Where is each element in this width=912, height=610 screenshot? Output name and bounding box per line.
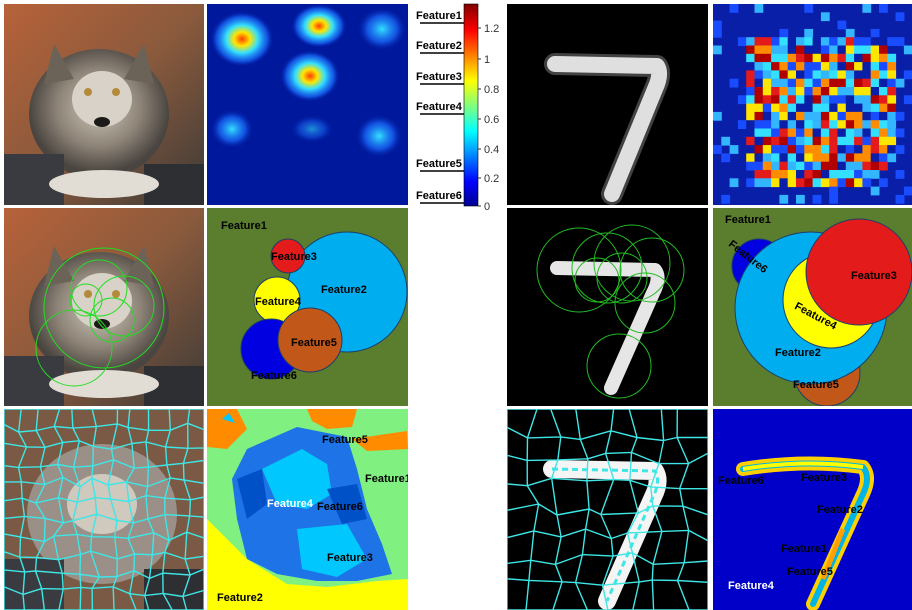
bubble-feature3 — [270, 238, 306, 274]
bubble-label: Feature5 — [793, 379, 839, 391]
feature-label: Feature1 — [416, 10, 462, 22]
digit-circles — [507, 208, 708, 406]
bubble-label: Feature3 — [851, 270, 897, 282]
feature-label: Feature2 — [416, 40, 462, 52]
colorbar-gradient — [463, 3, 479, 207]
digit-segmentation: Feature6 Feature3 Feature2 Feature1 Feat… — [713, 409, 912, 610]
bubble-label: Feature1 — [725, 214, 771, 226]
wolf-superpixels — [4, 409, 204, 610]
tick-label: 0.2 — [484, 173, 499, 185]
segment-label: Feature6 — [718, 475, 764, 487]
digit-heatmap — [713, 4, 912, 205]
tick-label: 1 — [484, 54, 490, 66]
colorbar-legend: 1.2 1 0.8 0.6 0.4 0.2 0 Feature1 Feature… — [412, 0, 502, 214]
feature-markers: Feature1 Feature2 Feature3 Feature4 Feat… — [416, 10, 464, 204]
segment-label: Feature5 — [787, 566, 833, 578]
wolf-circles — [4, 208, 204, 406]
segment-label: Feature3 — [801, 472, 847, 484]
tick-label: 0.6 — [484, 114, 499, 126]
feature-label: Feature3 — [416, 71, 462, 83]
wolf-photo — [4, 4, 204, 205]
segment-label: Feature2 — [217, 592, 263, 604]
bubble-feature3 — [805, 218, 912, 326]
segment-label: Feature2 — [817, 504, 863, 516]
colorbar-ticks: 1.2 1 0.8 0.6 0.4 0.2 0 — [478, 23, 499, 213]
tick-label: 0.8 — [484, 84, 499, 96]
wolf-heatmap — [207, 4, 408, 205]
tick-label: 0.4 — [484, 144, 499, 156]
digit-bubble-chart: Feature1 Feature6 Feature3 Feature4 Feat… — [713, 208, 912, 406]
digit-image — [507, 4, 708, 205]
bubble-label: Feature3 — [271, 251, 317, 263]
bubble-label: Feature2 — [775, 347, 821, 359]
bubble-label: Feature2 — [321, 284, 367, 296]
segment-label: Feature5 — [322, 434, 368, 446]
wolf-bubble-chart: Feature1 Feature2 Feature3 Feature4 Feat… — [207, 208, 408, 406]
feature-label: Feature4 — [416, 101, 463, 113]
bubble-label: Feature1 — [221, 220, 267, 232]
feature-label: Feature5 — [416, 158, 462, 170]
tick-label: 1.2 — [484, 23, 499, 35]
segment-label: Feature6 — [317, 501, 363, 513]
feature-label: Feature6 — [416, 190, 462, 202]
tick-label: 0 — [484, 201, 490, 213]
bubble-feature5 — [277, 307, 343, 373]
segment-label: Feature4 — [267, 498, 314, 510]
bubble-label: Feature4 — [255, 296, 302, 308]
wolf-segmentation: Feature5 Feature1 Feature4 Feature6 Feat… — [207, 409, 408, 610]
digit-superpixels — [507, 409, 708, 610]
segment-label: Feature1 — [781, 543, 827, 555]
segment-label: Feature3 — [327, 552, 373, 564]
segment-label: Feature1 — [365, 473, 408, 485]
segment-label: Feature4 — [728, 580, 775, 592]
bubble-label: Feature5 — [291, 337, 337, 349]
bubble-label: Feature6 — [251, 370, 297, 382]
